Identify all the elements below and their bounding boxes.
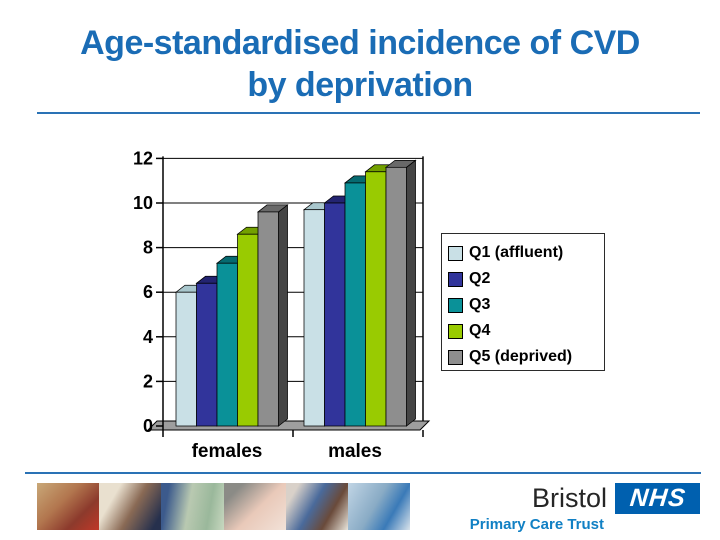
- bar-females-q5: [257, 211, 279, 427]
- y-tick-label-8: 8: [143, 238, 153, 258]
- bar-females-q1: [175, 291, 197, 427]
- slide-title-line2: by deprivation: [247, 66, 473, 104]
- y-tick-label-6: 6: [143, 282, 153, 302]
- legend-label-q5: Q5 (deprived): [469, 348, 573, 365]
- footer-photo-boy-with-red-ball: [37, 483, 100, 530]
- y-tick-label-0: 0: [143, 416, 153, 436]
- bar-males-q3: [344, 182, 366, 427]
- legend-label-q2: Q2: [469, 270, 491, 287]
- footer-photo-reception-desk: [347, 483, 411, 530]
- x-category-label-females: females: [192, 441, 263, 462]
- legend-label-q4: Q4: [469, 322, 491, 339]
- bar-side-males-5: [406, 159, 416, 427]
- bar-males-q2: [324, 202, 346, 427]
- cvd-incidence-bar-chart: 0 2 4 6 8 10 12 females males: [120, 143, 460, 473]
- y-tick-label-2: 2: [143, 371, 153, 391]
- nhs-logo: NHS: [615, 482, 700, 514]
- bar-males-q5: [385, 166, 407, 427]
- bar-females-q4: [237, 233, 259, 427]
- bristol-wordmark: Bristol: [531, 483, 607, 513]
- footer-photo-strip: [37, 483, 411, 530]
- slide-title: Age-standardised incidence of CVD by dep…: [0, 22, 720, 106]
- footer-divider: [25, 472, 701, 474]
- chart-canvas: 0 2 4 6 8 10 12 females males: [133, 148, 431, 462]
- legend-label-q1: Q1 (affluent): [469, 244, 564, 261]
- x-category-label-males: males: [328, 441, 382, 462]
- y-tick-label-10: 10: [133, 193, 153, 213]
- nhs-logo-text: NHS: [628, 483, 687, 512]
- footer-photo-doctor-and-nurse: [285, 483, 348, 530]
- legend-label-q3: Q3: [469, 296, 491, 313]
- slide-title-line1: Age-standardised incidence of CVD: [80, 24, 640, 62]
- bar-males-q1: [303, 209, 325, 427]
- nhs-brand-block: Bristol NHS Primary Care Trust: [440, 482, 700, 533]
- legend-item-q5: Q5 (deprived): [448, 344, 604, 370]
- y-tick-label-12: 12: [133, 148, 153, 168]
- legend-swatch-q2: [448, 271, 463, 287]
- legend-swatch-q1: [448, 245, 463, 261]
- legend-swatch-q5: [448, 349, 463, 365]
- chart-legend: Q1 (affluent) Q2 Q3 Q4 Q5 (deprived): [441, 233, 605, 371]
- bar-side-females-5: [278, 204, 288, 427]
- legend-swatch-q3: [448, 297, 463, 313]
- bar-females-q2: [196, 282, 218, 427]
- legend-item-q2: Q2: [448, 266, 604, 292]
- y-tick-label-4: 4: [143, 327, 153, 347]
- legend-swatch-q4: [448, 323, 463, 339]
- footer-photo-exercise-class: [161, 483, 224, 530]
- footer-photo-dentist-examining-patient: [223, 483, 286, 530]
- title-underline: [37, 112, 700, 114]
- primary-care-trust-label: Primary Care Trust: [469, 516, 604, 533]
- bar-females-q3: [216, 262, 238, 427]
- legend-item-q3: Q3: [448, 292, 604, 318]
- legend-item-q1: Q1 (affluent): [448, 240, 604, 266]
- legend-item-q4: Q4: [448, 318, 604, 344]
- footer-photo-mother-and-toddler: [99, 483, 162, 530]
- bar-males-q4: [365, 171, 387, 427]
